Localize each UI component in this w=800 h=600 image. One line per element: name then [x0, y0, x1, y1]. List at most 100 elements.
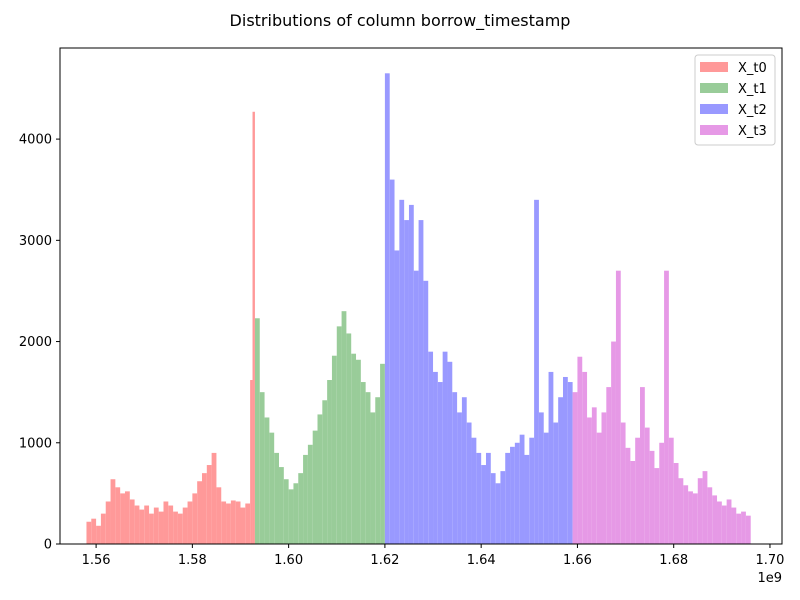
- x-axis-ticks: 1.56 1.58 1.60 1.62 1.64 1.66 1.68 1.70: [82, 544, 784, 568]
- legend-swatch: [700, 62, 728, 72]
- x-tick-label: 1.60: [274, 553, 303, 568]
- histogram-bar: [490, 473, 496, 544]
- histogram-bar: [307, 444, 313, 544]
- histogram-bar: [211, 452, 217, 544]
- histogram-bar: [587, 417, 592, 544]
- histogram-bar: [644, 427, 650, 544]
- histogram-bar: [303, 454, 308, 544]
- histogram-bar: [288, 489, 294, 544]
- legend-label: X_t2: [738, 103, 767, 118]
- histogram-bar: [692, 493, 698, 544]
- histogram-bar: [668, 437, 674, 544]
- histogram-bar: [514, 442, 520, 544]
- histogram-bar: [596, 432, 602, 544]
- histogram-bar: [505, 452, 511, 544]
- histogram-bar: [538, 412, 544, 544]
- histogram-bar: [476, 452, 482, 544]
- histogram-bar: [331, 355, 337, 544]
- x-tick-label: 1.58: [178, 553, 207, 568]
- histogram-bar: [678, 478, 684, 544]
- histogram-bar: [572, 392, 578, 544]
- histogram-bar: [606, 387, 612, 544]
- histogram-bar: [630, 461, 636, 544]
- histogram-bar: [389, 179, 395, 544]
- histogram-bar: [664, 270, 669, 544]
- histogram-bar: [394, 250, 400, 544]
- histogram-bar: [370, 412, 376, 544]
- histogram-bar: [149, 513, 154, 544]
- histogram-bar: [673, 463, 679, 544]
- x-tick-label: 1.62: [370, 553, 399, 568]
- histogram-bar: [254, 318, 260, 544]
- histogram-bar: [110, 479, 116, 544]
- legend-label: X_t3: [738, 124, 767, 139]
- histogram-bar: [182, 507, 188, 544]
- histogram-bar: [717, 501, 722, 544]
- legend-frame: [694, 54, 776, 146]
- histogram-bar: [163, 501, 169, 544]
- histogram-bar: [264, 417, 270, 544]
- histogram-bar: [726, 499, 732, 544]
- histogram-bar: [457, 412, 462, 544]
- histogram-bar: [519, 434, 525, 544]
- histogram-bar: [250, 380, 253, 544]
- histogram-bar: [625, 447, 631, 544]
- histogram-bar: [206, 465, 212, 544]
- histogram-bar: [548, 371, 554, 544]
- histogram-bar: [452, 392, 458, 544]
- histogram-bar: [365, 392, 371, 544]
- histogram-bar: [428, 351, 434, 544]
- histogram-bar: [688, 491, 693, 544]
- histogram-bar: [707, 487, 713, 544]
- histogram-bar: [230, 500, 236, 544]
- histogram-bar: [91, 518, 97, 544]
- histogram-bar: [485, 452, 491, 544]
- y-tick-label: 1000: [19, 436, 52, 451]
- histogram-bar: [601, 412, 607, 544]
- histogram-bar: [620, 422, 626, 544]
- histogram-bar: [252, 111, 255, 545]
- histogram-bar: [461, 397, 467, 544]
- histogram-bar: [298, 473, 304, 544]
- histogram-bar: [481, 465, 486, 544]
- histogram-bar: [510, 446, 515, 544]
- histogram-bar: [543, 432, 549, 544]
- legend: X_t0 X_t1 X_t2 X_t3: [694, 54, 776, 146]
- histogram-bar: [654, 468, 660, 544]
- histogram-bar: [659, 442, 665, 544]
- histogram-bar: [447, 361, 453, 544]
- histogram-bar: [731, 507, 737, 544]
- legend-label: X_t0: [738, 61, 767, 76]
- histogram-bar: [336, 326, 342, 544]
- histogram-bar: [360, 382, 366, 544]
- histogram-bar: [144, 505, 150, 544]
- x-axis-offset-label: 1e9: [757, 571, 782, 586]
- histogram-bar: [283, 479, 289, 544]
- histogram-bar: [721, 505, 727, 544]
- histogram-bar: [534, 199, 539, 544]
- x-tick-label: 1.68: [659, 553, 688, 568]
- histogram-bar: [158, 511, 164, 544]
- bars-layer: [86, 73, 751, 545]
- histogram-bar: [408, 204, 414, 544]
- histogram-bar: [404, 220, 409, 544]
- histogram-bar: [341, 311, 347, 544]
- legend-label: X_t1: [738, 82, 767, 97]
- histogram-bar: [274, 452, 279, 544]
- histogram-bar: [279, 467, 284, 544]
- y-tick-label: 3000: [19, 234, 52, 249]
- histogram-bar: [139, 509, 145, 544]
- histogram-bar: [736, 513, 742, 544]
- histogram-bar: [105, 501, 111, 544]
- histogram-bar: [322, 400, 328, 544]
- x-tick-label: 1.66: [563, 553, 592, 568]
- plot-frame: [59, 47, 783, 545]
- histogram-bar: [558, 397, 563, 544]
- histogram-bar: [153, 507, 159, 544]
- histogram-bar: [226, 503, 231, 544]
- histogram-bar: [100, 513, 106, 544]
- histogram-bar: [442, 351, 448, 544]
- histogram-bar: [120, 493, 125, 544]
- histogram-bar: [562, 376, 568, 544]
